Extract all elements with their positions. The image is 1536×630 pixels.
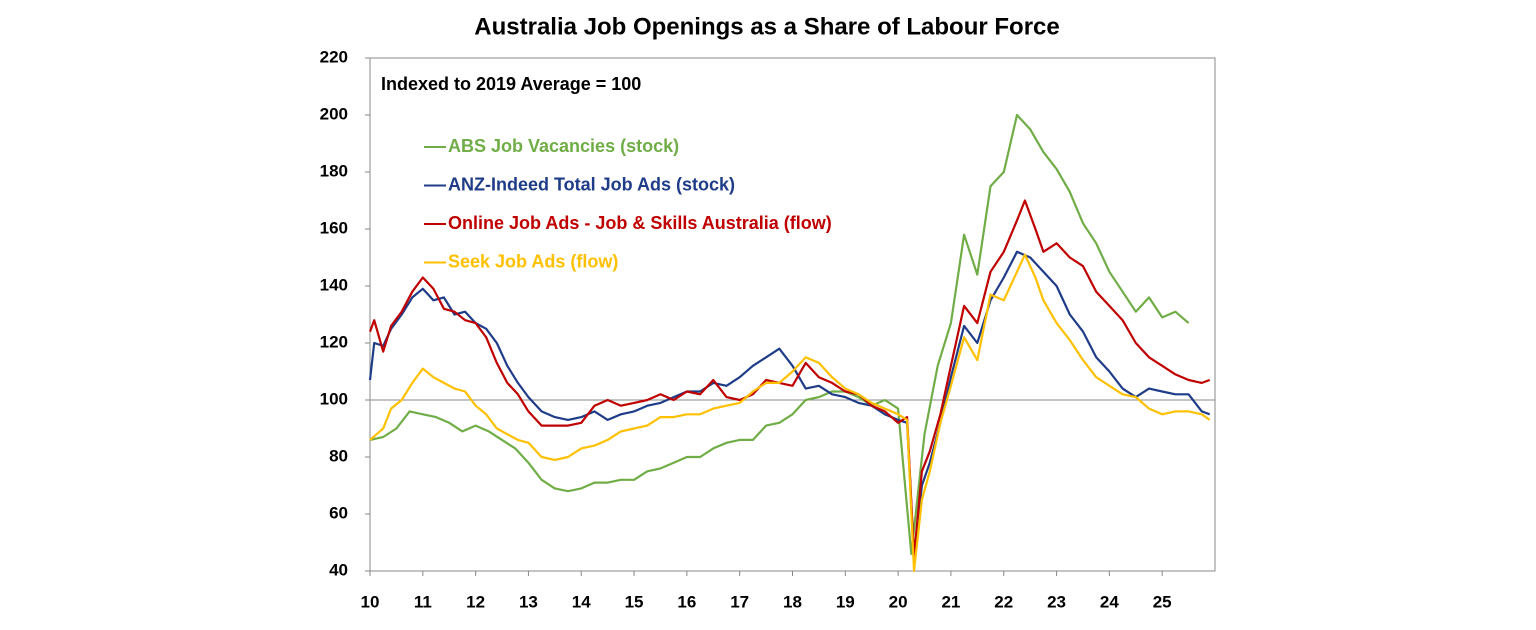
x-tick-label: 19: [836, 592, 855, 611]
y-tick-label: 80: [329, 446, 348, 465]
series-line: [369, 253, 1211, 573]
x-tick-label: 20: [889, 592, 908, 611]
x-tick-label: 10: [361, 592, 380, 611]
legend-label: Online Job Ads - Job & Skills Australia …: [448, 213, 832, 233]
y-tick-label: 200: [320, 104, 348, 123]
legend-label: ABS Job Vacancies (stock): [448, 136, 679, 156]
x-tick-label: 11: [414, 592, 432, 611]
y-tick-label: 120: [320, 332, 348, 351]
x-tick-label: 12: [466, 592, 485, 611]
x-tick-label: 17: [730, 592, 749, 611]
y-tick-label: 140: [320, 275, 348, 294]
series-line: [368, 250, 1211, 558]
x-tick-label: 13: [519, 592, 538, 611]
x-tick-label: 25: [1153, 592, 1172, 611]
annotation: Indexed to 2019 Average = 100: [381, 74, 641, 94]
y-tick-label: 40: [329, 560, 348, 579]
y-tick-label: 100: [320, 389, 348, 408]
chart-title: Australia Job Openings as a Share of Lab…: [474, 13, 1059, 40]
x-tick-label: 16: [677, 592, 696, 611]
x-tick-label: 23: [1047, 592, 1066, 611]
series-line: [369, 113, 1190, 555]
x-tick-label: 24: [1100, 592, 1119, 611]
y-tick-label: 60: [329, 503, 348, 522]
y-tick-label: 220: [320, 47, 348, 66]
x-tick-label: 21: [941, 592, 960, 611]
y-tick-label: 160: [320, 218, 348, 237]
x-tick-label: 18: [783, 592, 802, 611]
legend-label: Seek Job Ads (flow): [448, 251, 618, 271]
x-tick-label: 14: [572, 592, 591, 611]
x-tick-label: 15: [625, 592, 644, 611]
series-line: [368, 199, 1211, 558]
legend-label: ANZ-Indeed Total Job Ads (stock): [448, 174, 735, 194]
x-tick-label: 22: [994, 592, 1013, 611]
y-tick-label: 180: [320, 161, 348, 180]
